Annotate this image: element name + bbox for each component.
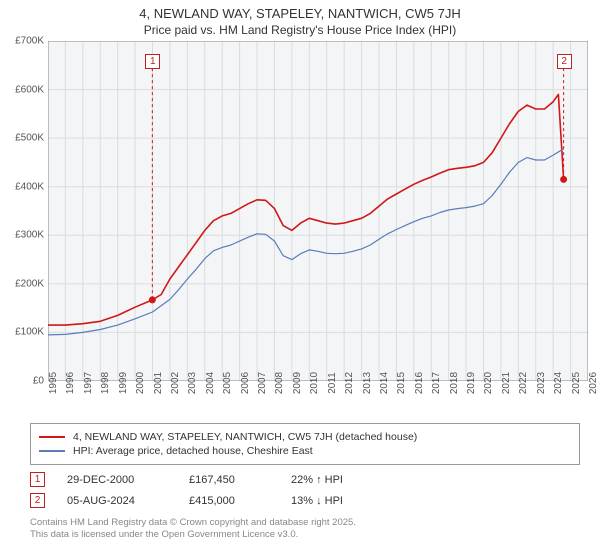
marker-badge: 1 <box>30 472 45 487</box>
legend-item: HPI: Average price, detached house, Ches… <box>39 444 571 458</box>
x-axis-labels: 1995199619971998199920002001200220032004… <box>48 381 588 417</box>
chart-marker-badge: 1 <box>145 54 160 69</box>
y-tick-label: £300K <box>15 230 44 241</box>
x-tick-label: 2023 <box>536 372 547 394</box>
x-tick-label: 2001 <box>153 372 164 394</box>
x-tick-label: 2020 <box>483 372 494 394</box>
legend-label: 4, NEWLAND WAY, STAPELEY, NANTWICH, CW5 … <box>73 431 417 443</box>
x-tick-label: 2010 <box>309 372 320 394</box>
chart-subtitle: Price paid vs. HM Land Registry's House … <box>0 21 600 41</box>
chart-svg <box>48 41 588 381</box>
x-tick-label: 2016 <box>414 372 425 394</box>
y-tick-label: £400K <box>15 181 44 192</box>
x-tick-label: 2017 <box>431 372 442 394</box>
x-tick-label: 1997 <box>83 372 94 394</box>
y-tick-label: £100K <box>15 327 44 338</box>
x-tick-label: 2024 <box>553 372 564 394</box>
x-tick-label: 2004 <box>205 372 216 394</box>
x-tick-label: 2011 <box>327 372 338 394</box>
x-tick-label: 1996 <box>65 372 76 394</box>
y-tick-label: £200K <box>15 278 44 289</box>
transaction-pct: 22% ↑ HPI <box>291 474 381 486</box>
x-tick-label: 2000 <box>135 372 146 394</box>
transaction-rows: 1 29-DEC-2000 £167,450 22% ↑ HPI 2 05-AU… <box>30 469 580 511</box>
legend-label: HPI: Average price, detached house, Ches… <box>73 445 313 457</box>
x-tick-label: 2012 <box>344 372 355 394</box>
footer-line: This data is licensed under the Open Gov… <box>30 529 580 541</box>
x-tick-label: 2018 <box>449 372 460 394</box>
x-tick-label: 2026 <box>588 372 599 394</box>
transaction-pct: 13% ↓ HPI <box>291 495 381 507</box>
x-tick-label: 2025 <box>571 372 582 394</box>
x-tick-label: 2013 <box>362 372 373 394</box>
chart-container: 4, NEWLAND WAY, STAPELEY, NANTWICH, CW5 … <box>0 0 600 560</box>
x-tick-label: 2019 <box>466 372 477 394</box>
chart-marker-badge: 2 <box>557 54 572 69</box>
x-tick-label: 2007 <box>257 372 268 394</box>
footer: Contains HM Land Registry data © Crown c… <box>30 517 580 542</box>
transaction-date: 29-DEC-2000 <box>67 474 167 486</box>
legend-swatch <box>39 436 65 438</box>
chart-area: £0£100K£200K£300K£400K£500K£600K£700K12 <box>48 41 588 381</box>
x-tick-label: 2014 <box>379 372 390 394</box>
x-tick-label: 2003 <box>187 372 198 394</box>
transaction-row: 2 05-AUG-2024 £415,000 13% ↓ HPI <box>30 490 580 511</box>
footer-line: Contains HM Land Registry data © Crown c… <box>30 517 580 529</box>
chart-title: 4, NEWLAND WAY, STAPELEY, NANTWICH, CW5 … <box>0 0 600 21</box>
x-tick-label: 1998 <box>100 372 111 394</box>
x-tick-label: 2002 <box>170 372 181 394</box>
x-tick-label: 2008 <box>274 372 285 394</box>
legend-item: 4, NEWLAND WAY, STAPELEY, NANTWICH, CW5 … <box>39 430 571 444</box>
legend: 4, NEWLAND WAY, STAPELEY, NANTWICH, CW5 … <box>30 423 580 465</box>
transaction-price: £415,000 <box>189 495 269 507</box>
y-tick-label: £500K <box>15 133 44 144</box>
transaction-row: 1 29-DEC-2000 £167,450 22% ↑ HPI <box>30 469 580 490</box>
transaction-date: 05-AUG-2024 <box>67 495 167 507</box>
x-tick-label: 1995 <box>48 372 59 394</box>
x-tick-label: 2009 <box>292 372 303 394</box>
x-tick-label: 1999 <box>118 372 129 394</box>
x-tick-label: 2015 <box>396 372 407 394</box>
marker-badge: 2 <box>30 493 45 508</box>
legend-swatch <box>39 450 65 452</box>
y-tick-label: £600K <box>15 84 44 95</box>
y-tick-label: £0 <box>33 376 44 387</box>
x-tick-label: 2005 <box>222 372 233 394</box>
y-tick-label: £700K <box>15 36 44 47</box>
x-tick-label: 2022 <box>518 372 529 394</box>
x-tick-label: 2006 <box>240 372 251 394</box>
transaction-price: £167,450 <box>189 474 269 486</box>
x-tick-label: 2021 <box>501 372 512 394</box>
